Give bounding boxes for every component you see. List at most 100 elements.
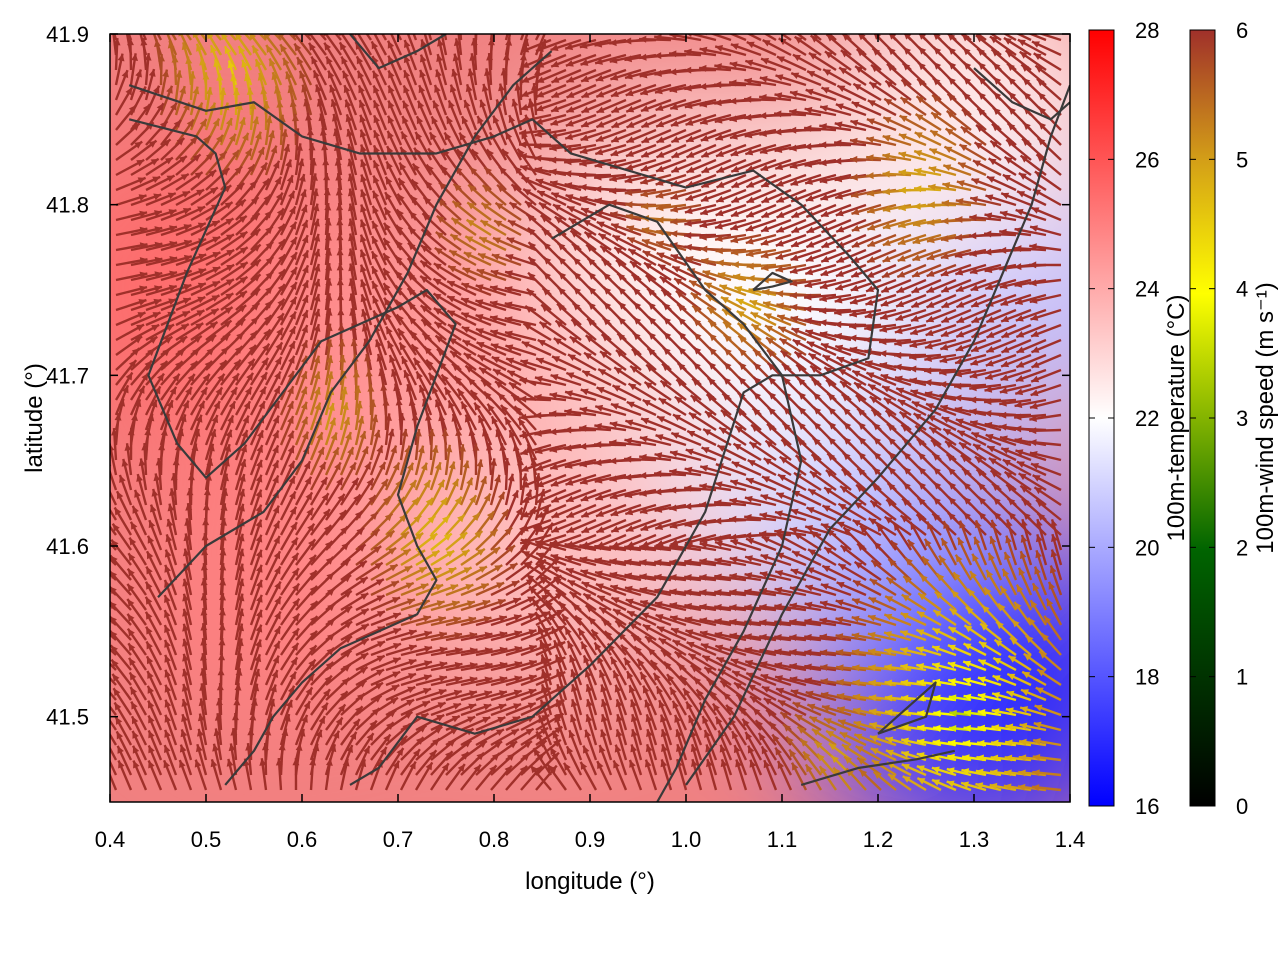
wind-arrow-458 (264, 115, 273, 146)
wind-arrow-463 (331, 113, 343, 146)
wind-arrow-168 (683, 66, 717, 74)
wind-arrow-922 (478, 236, 507, 252)
temperature-colorbar-tick-label-5: 26 (1135, 147, 1159, 172)
wind-arrow-439 (914, 113, 942, 132)
wind-arrow-10 (258, 34, 267, 41)
wind-arrow-856 (450, 216, 477, 236)
wind-speed-colorbar: 0 1 2 3 4 5 6 100m-wind speed (m s⁻¹) (1189, 18, 1279, 819)
wind-arrow-487 (671, 143, 702, 159)
wind-arrow-576 (115, 158, 145, 177)
wind-arrow-201 (241, 59, 253, 86)
wind-arrow-934 (655, 240, 687, 252)
wind-arrow-308 (868, 81, 897, 101)
wind-arrow-963 (160, 254, 193, 267)
wind-arrow-358 (655, 113, 687, 128)
wind-arrow-134 (195, 43, 208, 71)
wind-arrow-530 (373, 129, 388, 161)
wind-arrow-347 (514, 83, 523, 116)
wind-arrow-794 (480, 201, 507, 221)
wind-arrow-127 (1031, 40, 1062, 57)
wind-arrow-882 (836, 233, 867, 249)
wind-arrow-357 (640, 113, 672, 129)
wind-arrow-129 (127, 37, 134, 71)
wind-arrow-136 (223, 45, 238, 71)
wind-arrow-769 (130, 210, 163, 222)
wind-arrow-175 (792, 53, 822, 72)
wind-arrow-371 (851, 101, 882, 117)
wind-arrow-705 (130, 193, 162, 207)
wind-arrow-514 (145, 138, 172, 161)
wind-arrow-948 (866, 248, 897, 264)
wind-arrow-352 (565, 113, 597, 127)
wind-arrow-766 (1016, 190, 1047, 207)
wind-arrow-440 (930, 111, 957, 131)
wind-arrow-828 (984, 212, 1017, 222)
wind-arrow-704 (115, 194, 147, 207)
wind-arrow-211 (387, 55, 403, 86)
wind-arrow-749 (760, 203, 792, 219)
wind-arrow-128 (113, 37, 121, 71)
wind-arrow-763 (969, 196, 1002, 207)
wind-arrow-957 (998, 246, 1032, 254)
wind-arrow-553 (701, 158, 732, 174)
wind-arrow-1005 (760, 263, 792, 272)
wind-arrow-618 (716, 173, 747, 189)
wind-arrow-296 (684, 98, 717, 109)
wind-arrow-130 (140, 38, 148, 71)
wind-arrow-1 (127, 34, 133, 41)
wind-arrow-621 (760, 173, 792, 188)
x-tick-label-0: 0.4 (95, 827, 126, 852)
wind-arrow-730 (482, 184, 507, 206)
wind-speed-colorbar-tick-label-0: 0 (1236, 794, 1248, 819)
wind-arrow-572 (989, 139, 1017, 161)
wind-arrow-632 (928, 166, 957, 177)
wind-arrow-512 (115, 140, 143, 161)
wind-arrow-426 (715, 128, 747, 141)
wind-arrow-695 (913, 185, 942, 193)
wind-arrow-864 (568, 217, 597, 237)
wind-arrow-356 (626, 113, 657, 129)
wind-arrow-268 (285, 71, 298, 101)
wind-arrow-465 (359, 114, 373, 146)
x-tick-label-6: 1.0 (671, 827, 702, 852)
wind-arrow-7 (214, 34, 222, 41)
wind-arrow-84 (406, 34, 418, 56)
wind-arrow-409 (479, 99, 493, 131)
wind-arrow-455 (219, 117, 233, 146)
wind-arrow-417 (580, 128, 612, 142)
wind-speed-colorbar-label: 100m-wind speed (m s⁻¹) (1252, 282, 1279, 553)
wind-arrow-845 (309, 203, 320, 236)
wind-arrow-973 (309, 233, 321, 266)
wind-arrow-109 (762, 39, 792, 57)
wind-arrow-304 (805, 88, 837, 102)
wind-arrow-567 (913, 149, 942, 162)
wind-arrow-83 (390, 34, 403, 56)
wind-arrow-278 (435, 69, 448, 101)
wind-arrow-727 (438, 181, 462, 206)
wind-arrow-206 (310, 55, 328, 86)
wind-arrow-678 (655, 188, 687, 199)
wind-arrow-467 (387, 115, 403, 146)
wind-arrow-745 (699, 203, 732, 216)
wind-arrow-341 (418, 84, 433, 116)
wind-arrow-423 (670, 128, 702, 144)
wind-arrow-586 (264, 145, 278, 176)
wind-arrow-972 (294, 234, 309, 266)
wind-arrow-236 (744, 77, 777, 87)
wind-arrow-904 (235, 228, 262, 251)
wind-arrow-15 (334, 34, 342, 41)
wind-arrow-919 (435, 231, 462, 251)
wind-arrow-878 (775, 233, 807, 247)
wind-arrow-418 (595, 128, 627, 143)
wind-arrow-434 (834, 121, 867, 132)
wind-arrow-262 (202, 72, 210, 101)
wind-arrow-403 (387, 100, 403, 131)
wind-arrow-204 (282, 57, 298, 86)
wind-arrow-125 (1003, 36, 1032, 57)
wind-arrow-967 (220, 246, 249, 266)
wind-arrow-809 (699, 218, 732, 229)
wind-arrow-761 (941, 199, 972, 207)
wind-arrow-355 (611, 113, 642, 129)
wind-arrow-555 (730, 158, 762, 173)
wind-arrow-637 (1003, 155, 1032, 176)
